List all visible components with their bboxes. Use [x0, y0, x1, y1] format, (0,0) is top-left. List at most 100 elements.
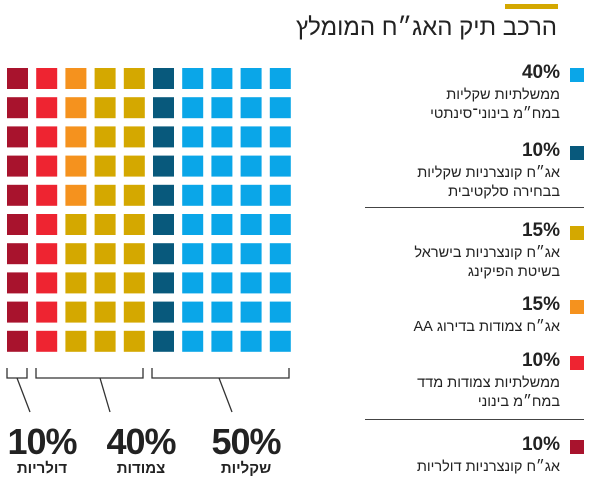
legend-percent: 15%	[521, 220, 560, 241]
chart-title: הרכב תיק האג״ח המומלץ	[296, 14, 557, 41]
legend-item-shekel-gov: 40% ממשלתיות שקליות במח״מ בינוני־סינתטי	[344, 60, 584, 122]
waffle-cell	[240, 155, 262, 177]
legend-item-shekel-corp: 10% אג״ח קונצרניות שקליות בבחירה סלקטיבי…	[344, 138, 584, 200]
waffle-cell	[65, 272, 87, 294]
waffle-cell	[182, 330, 204, 352]
waffle-cell	[36, 126, 58, 148]
waffle-cell	[153, 301, 174, 323]
waffle-cell	[153, 126, 174, 148]
waffle-cell	[123, 184, 145, 206]
waffle-cell	[65, 155, 87, 177]
waffle-cell	[182, 214, 204, 235]
waffle-cell	[240, 243, 262, 265]
waffle-cell	[7, 214, 28, 235]
legend-item-israel-corp: 15% אג״ח קונצרניות בישראל בשיטת הפיקינג	[344, 218, 584, 280]
waffle-cell	[211, 243, 233, 265]
waffle-cell	[7, 155, 28, 177]
legend-label: אג״ח צמודות בדירוג AA	[413, 319, 560, 335]
waffle-cell	[182, 68, 204, 89]
waffle-cell	[123, 330, 145, 352]
waffle-cell	[211, 155, 233, 177]
legend-label: ממשלתיות שקליות במח״מ בינוני־סינתטי	[430, 87, 560, 122]
waffle-cell	[153, 272, 174, 294]
waffle-cell	[94, 68, 116, 89]
waffle-cell	[7, 330, 28, 352]
waffle-cell	[153, 330, 174, 352]
waffle-cell	[65, 126, 87, 148]
group-label: דולריות	[16, 460, 68, 477]
waffle-cell	[153, 155, 174, 177]
waffle-cell	[36, 68, 58, 89]
waffle-cell	[94, 155, 116, 177]
legend-label: אג״ח קונצרניות דולריות	[416, 459, 560, 475]
waffle-cell	[153, 214, 174, 235]
group-bracket	[151, 368, 290, 413]
waffle-cell	[240, 184, 262, 206]
waffle-cell	[211, 97, 233, 119]
group-label: שקליות	[220, 460, 272, 477]
waffle-cell	[123, 243, 145, 265]
waffle-cell	[94, 272, 116, 294]
waffle-cell	[240, 330, 262, 352]
waffle-cell	[36, 97, 58, 119]
waffle-cell	[182, 155, 204, 177]
waffle-cell	[7, 301, 28, 323]
legend-percent: 10%	[521, 434, 560, 455]
waffle-cell	[123, 68, 145, 89]
group-percent: 50%	[211, 421, 281, 462]
waffle-cell	[211, 272, 233, 294]
group-linked: 40% צמודות	[90, 424, 192, 478]
waffle-cell	[211, 301, 233, 323]
group-bracket	[6, 368, 31, 413]
waffle-cell	[211, 214, 233, 235]
legend-item-dollar-corp: 10% אג״ח קונצרניות דולריות	[344, 432, 584, 492]
title-accent-bar	[505, 4, 558, 9]
waffle-cell	[94, 330, 116, 352]
legend-percent: 40%	[521, 62, 560, 83]
legend-label: אג״ח קונצרניות בישראל בשיטת הפיקינג	[414, 245, 560, 280]
legend-item-linked-aa: 15% אג״ח צמודות בדירוג AA	[344, 292, 584, 352]
waffle-cell	[269, 272, 291, 294]
waffle-cell	[36, 155, 58, 177]
waffle-cell	[7, 68, 28, 89]
waffle-cell	[269, 155, 291, 177]
waffle-cell	[240, 272, 262, 294]
waffle-cell	[36, 330, 58, 352]
waffle-cell	[94, 301, 116, 323]
group-label: צמודות	[116, 460, 166, 477]
waffle-cell	[94, 184, 116, 206]
waffle-cell	[123, 126, 145, 148]
waffle-cell	[7, 126, 28, 148]
group-bracket	[35, 368, 144, 413]
waffle-cell	[211, 330, 233, 352]
legend-swatch	[570, 440, 584, 454]
waffle-cell	[153, 97, 174, 119]
legend-percent: 10%	[521, 350, 560, 371]
waffle-cell	[153, 68, 174, 89]
waffle-cell	[94, 97, 116, 119]
legend-label: אג״ח קונצרניות שקליות בבחירה סלקטיבית	[417, 165, 560, 200]
waffle-cell	[153, 243, 174, 265]
waffle-cell	[65, 214, 87, 235]
waffle-cell	[269, 243, 291, 265]
group-shekel: 50% שקליות	[193, 421, 299, 478]
legend-divider	[365, 207, 584, 208]
waffle-cell	[269, 214, 291, 235]
waffle-cell	[240, 97, 262, 119]
waffle-cell	[94, 214, 116, 235]
waffle-cell	[36, 243, 58, 265]
waffle-cell	[7, 272, 28, 294]
waffle-cell	[123, 272, 145, 294]
group-percent: 10%	[7, 421, 77, 462]
legend-swatch	[570, 300, 584, 314]
waffle-cell	[65, 68, 87, 89]
waffle-cell	[182, 272, 204, 294]
group-dollar: 10% דולריות	[0, 421, 88, 478]
waffle-cell	[211, 68, 233, 89]
waffle-cell	[240, 68, 262, 89]
waffle-cell	[211, 184, 233, 206]
waffle-cell	[65, 330, 87, 352]
waffle-cell	[7, 184, 28, 206]
waffle-cell	[153, 184, 174, 206]
waffle-cell	[240, 126, 262, 148]
